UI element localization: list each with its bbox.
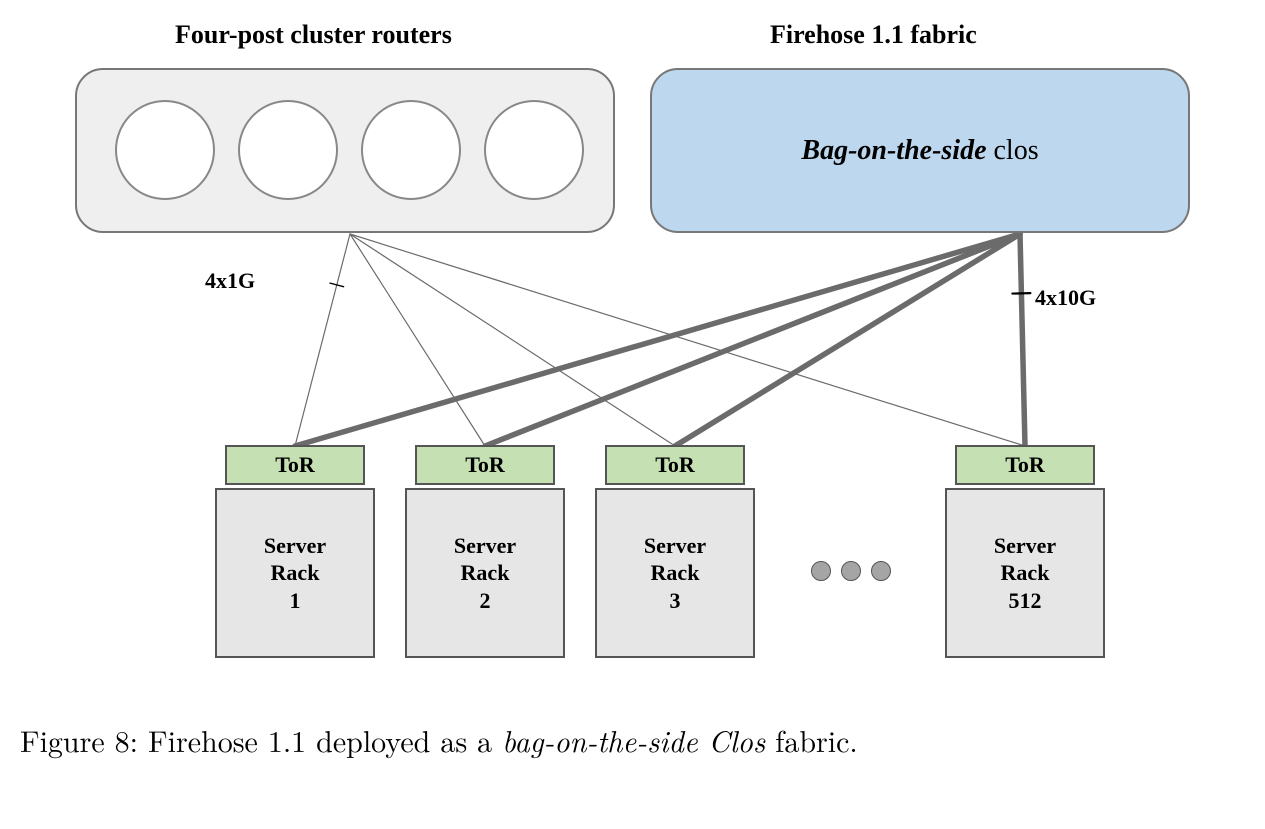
uplink-thin-2	[350, 234, 485, 446]
ellipsis-dot	[841, 561, 861, 581]
router-icon	[115, 100, 215, 200]
uplink-thick-4	[1020, 234, 1025, 446]
tick-4x1g	[330, 283, 344, 287]
server-rack-label: ServerRack2	[454, 532, 516, 615]
server-rack-box: ServerRack3	[595, 488, 755, 658]
fabric-title: Firehose 1.1 fabric	[770, 20, 977, 50]
uplink-thick-2	[485, 234, 1020, 446]
diagram-canvas: Four-post cluster routers Firehose 1.1 fa…	[20, 20, 1245, 809]
edge-label-4x1g: 4x1G	[205, 268, 255, 294]
tor-box: ToR	[225, 445, 365, 485]
tor-box: ToR	[605, 445, 745, 485]
tor-box: ToR	[415, 445, 555, 485]
ellipsis-dot	[871, 561, 891, 581]
fabric-box: Bag-on-the-side clos	[650, 68, 1190, 233]
router-icon	[238, 100, 338, 200]
server-rack-label: ServerRack3	[644, 532, 706, 615]
router-icon	[361, 100, 461, 200]
cluster-title: Four-post cluster routers	[175, 20, 452, 50]
uplink-thin-4	[350, 234, 1025, 446]
uplink-thin-3	[350, 234, 675, 446]
uplink-thin-1	[295, 234, 350, 446]
fabric-label-italic: Bag-on-the-side	[801, 135, 986, 166]
server-rack-box: ServerRack2	[405, 488, 565, 658]
uplink-thick-3	[675, 234, 1020, 446]
edge-label-4x10g: 4x10G	[1035, 285, 1096, 311]
router-icon	[484, 100, 584, 200]
fabric-label: Bag-on-the-side clos	[801, 135, 1038, 167]
server-rack-label: ServerRack512	[994, 532, 1056, 615]
uplink-thick-1	[295, 234, 1020, 446]
server-rack-box: ServerRack1	[215, 488, 375, 658]
server-rack-label: ServerRack1	[264, 532, 326, 615]
server-rack-box: ServerRack512	[945, 488, 1105, 658]
tor-box: ToR	[955, 445, 1095, 485]
ellipsis-dot	[811, 561, 831, 581]
fabric-label-rest: clos	[987, 135, 1039, 166]
figure-caption: Figure 8: Firehose 1.1 deployed as a bag…	[20, 720, 1245, 761]
